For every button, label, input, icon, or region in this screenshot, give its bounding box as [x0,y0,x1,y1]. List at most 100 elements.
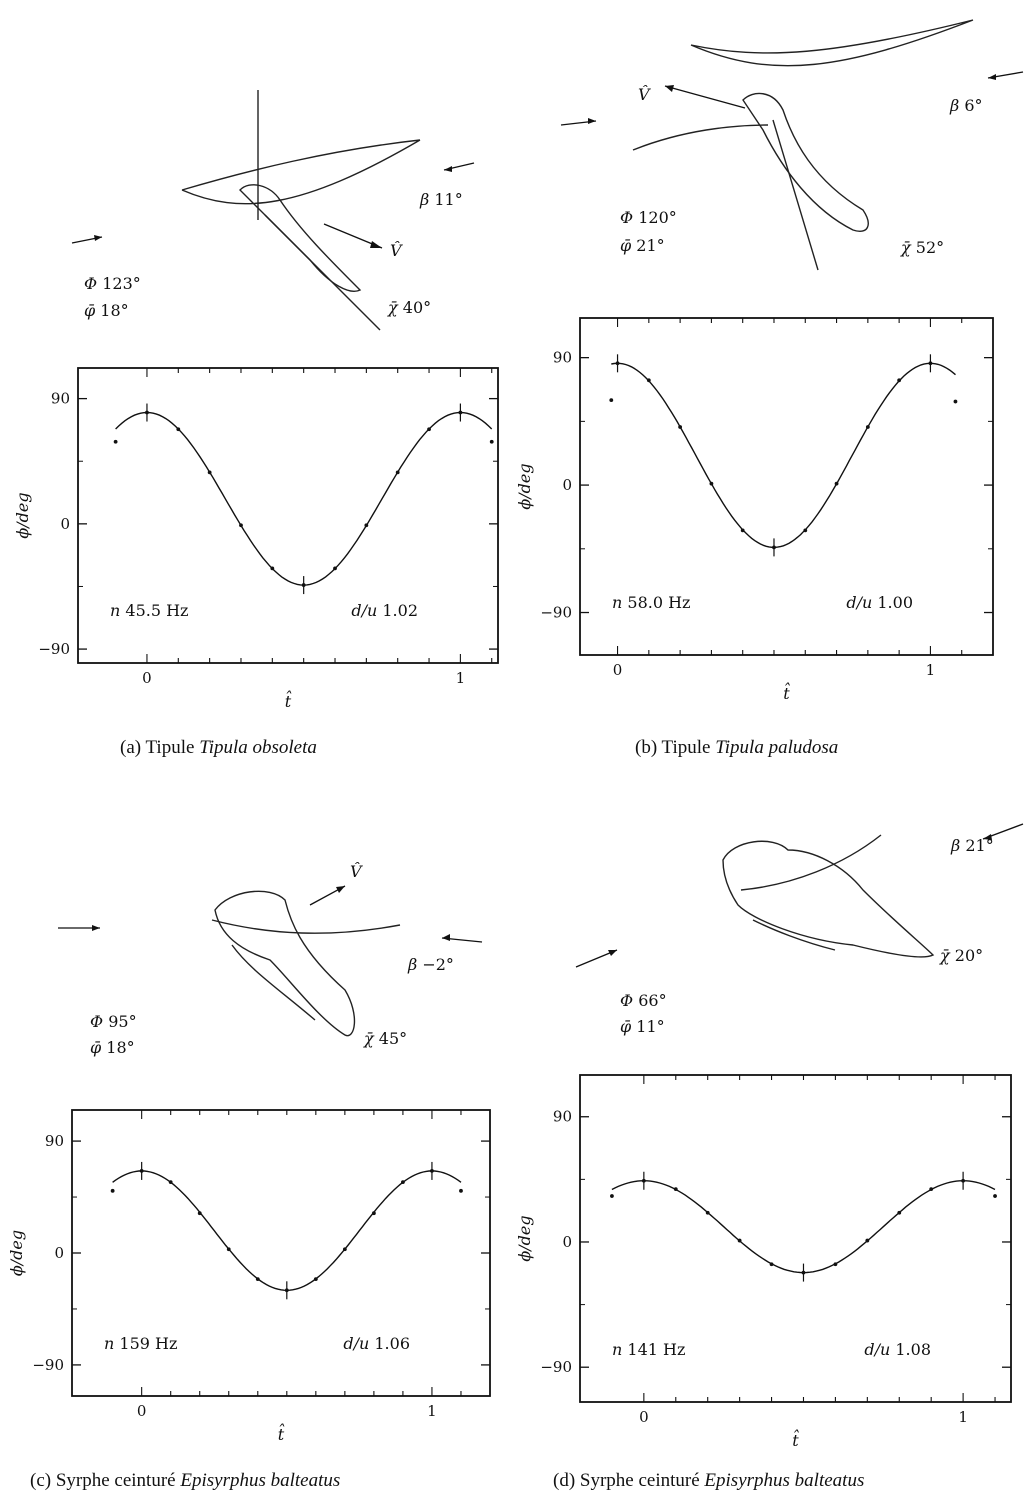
insect-drawing-d [575,823,1024,968]
phi-data-point [342,1247,347,1252]
phi-data-point [207,470,212,475]
phi-data-point [897,1210,902,1215]
y-tick-label: −90 [540,604,572,622]
y-tick-label: −90 [32,1356,64,1374]
flow-arrowhead-left [608,950,617,956]
phi-data-point [737,1238,742,1243]
y-tick-label: 90 [51,390,70,408]
phi-data-point [610,1194,614,1198]
phi-data-point [834,481,839,486]
phi-data-point [333,566,337,571]
phi-series-line [611,362,956,549]
y-tick-label: −90 [540,1358,572,1376]
panel-b-svg: V̂ β 6° Φ 120° φ̄ 21° χ̄ 52° 90 0 −90 0 1 t̂ ϕ… [515,19,1024,758]
panel-b: V̂ β 6° Φ 120° φ̄ 21° χ̄ 52° 90 0 −90 0 1 t̂ ϕ… [513,0,1026,770]
flow-arrowhead-right [442,934,450,941]
phi-data-point [168,1180,173,1185]
y-axis-label: ϕ/deg [7,1230,26,1276]
y-tick-label: −90 [38,640,70,658]
ratio-annotation: d/u 1.02 [351,601,418,620]
phi-data-point [110,1188,115,1193]
Phi-label: Φ 123° [84,274,141,293]
phi-data-point [833,1262,838,1267]
velocity-label: V̂ [390,241,403,260]
phi-series-line [115,411,493,586]
plot-frame [579,317,994,656]
flow-arrowhead-left [94,235,102,241]
y-tick-label: 0 [60,515,70,533]
y-tick-label: 0 [562,476,572,494]
phi-data-point [459,1188,463,1193]
phi-data-point [929,1187,934,1192]
phi-chart-c: 90 0 −90 0 1 t̂ ϕ/deg n 159 Hz d/u 1.06 [7,1109,491,1444]
ratio-annotation: d/u 1.00 [846,593,913,612]
panel-d-svg: β 21° χ̄ 20° Φ 66° φ̄ 11° 90 0 −90 0 1 t̂ ϕ/de… [515,823,1024,1491]
leg-line [752,919,836,951]
phi-data-point [197,1211,202,1216]
insect-drawing-a [71,90,475,331]
x-tick-label: 0 [142,669,152,687]
phi-data-point [673,1187,678,1192]
phi-data-point [371,1211,376,1216]
caption-c: (c) Syrphe ceinturé Episyrphus balteatus [30,1470,340,1491]
phi-data-point [489,439,494,444]
velocity-arrowhead [336,886,345,893]
x-tick-label: 1 [926,661,936,679]
x-tick-label: 1 [958,1408,968,1426]
x-tick-label: 0 [613,661,623,679]
phi-data-point [897,378,902,383]
x-axis-label: t̂ [278,1424,285,1444]
chi-label: χ̄ 52° [900,238,944,257]
y-tick-label: 90 [45,1132,64,1150]
flow-arrowhead-right [988,74,996,80]
caption-a: (a) Tipule Tipula obsoleta [120,737,317,758]
phi-data-point [740,528,745,533]
insect-drawing-c [58,885,483,1037]
body-outline [214,890,356,1037]
y-axis-label: ϕ/deg [515,463,534,509]
plot-frame [71,1109,491,1397]
panel-d: β 21° χ̄ 20° Φ 66° φ̄ 11° 90 0 −90 0 1 t̂ ϕ/de… [513,770,1026,1498]
x-axis-label: t̂ [285,691,292,711]
frequency-annotation: n 45.5 Hz [110,601,188,620]
flow-arrowhead-left [92,925,100,931]
y-tick-label: 0 [562,1233,572,1251]
phibar-label: φ̄ 18° [90,1038,135,1057]
y-axis-label: ϕ/deg [515,1215,534,1261]
phi-data-point [427,427,431,432]
phi-data-point [865,1238,870,1243]
beta-label: β 21° [950,836,994,855]
y-tick-label: 0 [54,1244,64,1262]
phibar-label: φ̄ 18° [84,301,129,320]
beta-label: β −2° [407,955,454,974]
wing-path-stroke [181,139,421,205]
frequency-annotation: n 58.0 Hz [612,593,690,612]
Phi-label: Φ 66° [620,991,667,1010]
velocity-label: V̂ [350,862,363,881]
x-tick-label: 0 [137,1402,147,1420]
y-axis-label: ϕ/deg [13,492,32,538]
phi-chart-d: 90 0 −90 0 1 t̂ ϕ/deg n 141 Hz d/u 1.08 [515,1074,1012,1450]
flow-arrowhead-right [444,166,452,172]
Phi-label: Φ 120° [620,208,677,227]
caption-b: (b) Tipule Tipula paludosa [635,737,838,758]
Phi-label: Φ 95° [90,1012,137,1031]
phi-data-point [255,1277,260,1282]
leg-line [231,944,316,1021]
beta-label: β 11° [419,190,463,209]
phi-data-point [705,1210,710,1215]
x-tick-label: 1 [427,1402,437,1420]
phi-data-point [865,425,870,429]
chi-label: χ̄ 45° [363,1029,407,1048]
phi-data-point [270,566,275,571]
velocity-arrow [664,85,746,109]
y-tick-label: 90 [553,1108,572,1126]
ratio-annotation: d/u 1.06 [343,1334,410,1353]
plot-frame [77,367,499,664]
phi-data-point [769,1262,774,1267]
velocity-arrowhead [370,241,382,248]
phi-series-line [611,1180,996,1274]
chi-label: χ̄ 20° [939,946,983,965]
phi-data-point [395,470,400,475]
phi-series-line [112,1170,462,1292]
